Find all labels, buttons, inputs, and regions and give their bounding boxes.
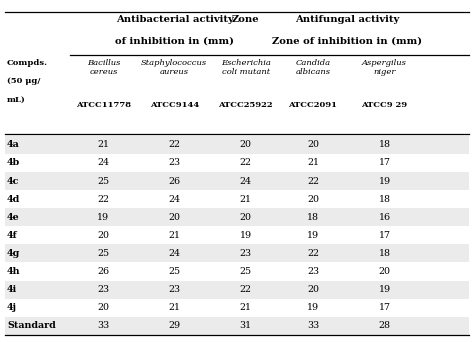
Text: 20: 20 — [98, 231, 109, 240]
Text: 21: 21 — [98, 140, 109, 149]
Text: ATCC11778: ATCC11778 — [76, 101, 131, 109]
Text: Candida
albicans: Candida albicans — [295, 59, 330, 76]
Text: 18: 18 — [378, 140, 391, 149]
Text: ATCC2091: ATCC2091 — [289, 101, 337, 109]
Text: 23: 23 — [97, 285, 109, 294]
Text: 33: 33 — [97, 321, 109, 330]
Text: 22: 22 — [239, 285, 252, 294]
Bar — [5, 299, 469, 317]
Bar — [5, 190, 469, 208]
Text: 22: 22 — [307, 176, 319, 186]
Bar — [5, 172, 469, 190]
Text: 22: 22 — [307, 249, 319, 258]
Text: 4e: 4e — [7, 213, 20, 222]
Bar — [5, 136, 469, 154]
Text: 17: 17 — [378, 303, 391, 312]
Text: 25: 25 — [97, 249, 109, 258]
Text: 20: 20 — [307, 195, 319, 203]
Text: 23: 23 — [168, 285, 180, 294]
Text: Aspergilus
niger: Aspergilus niger — [362, 59, 407, 76]
Text: mL): mL) — [7, 96, 26, 104]
Text: 33: 33 — [307, 321, 319, 330]
Text: 23: 23 — [168, 158, 180, 168]
Text: 21: 21 — [239, 303, 252, 312]
Text: Zone: Zone — [232, 15, 259, 24]
Text: 20: 20 — [307, 285, 319, 294]
Text: 4d: 4d — [7, 195, 20, 203]
Text: Standard: Standard — [7, 321, 56, 330]
Text: Zone of inhibition in (mm): Zone of inhibition in (mm) — [272, 37, 422, 46]
Text: Antifungal activity: Antifungal activity — [295, 15, 400, 24]
Text: 25: 25 — [97, 176, 109, 186]
Text: 22: 22 — [98, 195, 109, 203]
Text: Antibacterial activity: Antibacterial activity — [116, 15, 234, 24]
Text: 28: 28 — [378, 321, 391, 330]
Text: ATCC9144: ATCC9144 — [150, 101, 199, 109]
Text: Bacillus
cereus: Bacillus cereus — [87, 59, 120, 76]
Text: Staphylococcus
aureus: Staphylococcus aureus — [141, 59, 207, 76]
Text: 21: 21 — [307, 158, 319, 168]
Text: 24: 24 — [168, 195, 180, 203]
Text: 17: 17 — [378, 231, 391, 240]
Text: 19: 19 — [378, 285, 391, 294]
Text: 21: 21 — [168, 231, 180, 240]
Text: 4f: 4f — [7, 231, 18, 240]
Text: 20: 20 — [307, 140, 319, 149]
Bar — [5, 208, 469, 226]
Text: 4c: 4c — [7, 176, 19, 186]
Text: 20: 20 — [98, 303, 109, 312]
Text: Escherichia
coli mutant: Escherichia coli mutant — [221, 59, 271, 76]
Text: 31: 31 — [239, 321, 252, 330]
Text: 23: 23 — [307, 267, 319, 276]
Text: 19: 19 — [307, 231, 319, 240]
Text: 18: 18 — [378, 249, 391, 258]
Text: 24: 24 — [98, 158, 109, 168]
Text: ATCC25922: ATCC25922 — [219, 101, 273, 109]
Text: 20: 20 — [378, 267, 391, 276]
Text: of inhibition in (mm): of inhibition in (mm) — [115, 37, 234, 46]
Text: 26: 26 — [97, 267, 109, 276]
Text: 26: 26 — [168, 176, 180, 186]
Text: 4a: 4a — [7, 140, 20, 149]
Bar — [5, 263, 469, 280]
Text: 19: 19 — [378, 176, 391, 186]
Text: 20: 20 — [168, 213, 180, 222]
Text: (50 μg/: (50 μg/ — [7, 77, 40, 85]
Text: 18: 18 — [378, 195, 391, 203]
Text: 23: 23 — [239, 249, 252, 258]
Bar — [5, 245, 469, 263]
Text: 19: 19 — [239, 231, 252, 240]
Text: 16: 16 — [378, 213, 391, 222]
Text: 22: 22 — [168, 140, 180, 149]
Text: 29: 29 — [168, 321, 180, 330]
Bar — [5, 154, 469, 172]
Text: 4b: 4b — [7, 158, 20, 168]
Text: ATCC9 29: ATCC9 29 — [361, 101, 408, 109]
Bar — [5, 317, 469, 335]
Text: 21: 21 — [239, 195, 252, 203]
Text: 24: 24 — [239, 176, 252, 186]
Text: 4h: 4h — [7, 267, 20, 276]
Text: 4i: 4i — [7, 285, 18, 294]
Bar — [5, 280, 469, 299]
Text: 20: 20 — [239, 213, 252, 222]
Text: 19: 19 — [97, 213, 109, 222]
Text: 25: 25 — [239, 267, 252, 276]
Text: 20: 20 — [239, 140, 252, 149]
Text: 25: 25 — [168, 267, 180, 276]
Text: 24: 24 — [168, 249, 180, 258]
Text: 17: 17 — [378, 158, 391, 168]
Text: 19: 19 — [307, 303, 319, 312]
Bar — [5, 226, 469, 245]
Text: 22: 22 — [239, 158, 252, 168]
Text: 18: 18 — [307, 213, 319, 222]
Text: 4g: 4g — [7, 249, 20, 258]
Text: 21: 21 — [168, 303, 180, 312]
Text: Compds.: Compds. — [7, 59, 48, 67]
Text: 4j: 4j — [7, 303, 17, 312]
